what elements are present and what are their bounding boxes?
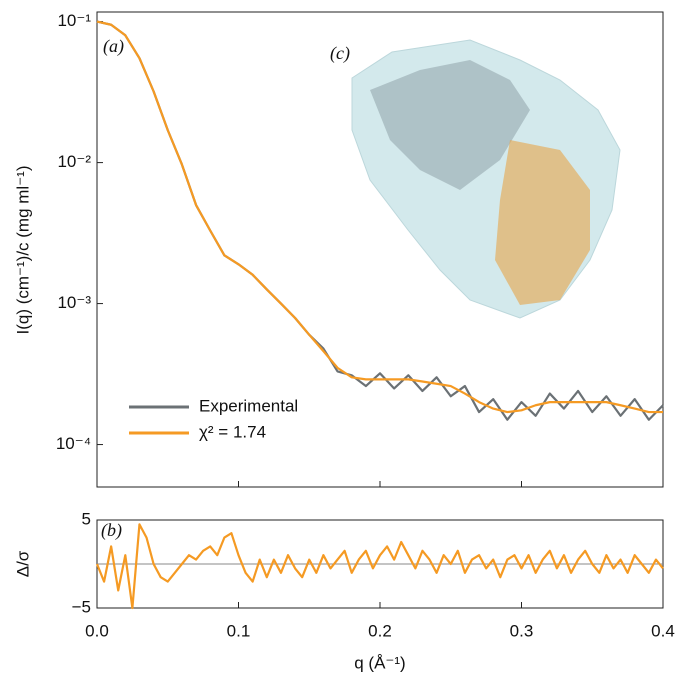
x-axis-label: q (Å⁻¹) [354,653,405,672]
y-axis-label: Δ/σ [13,550,32,577]
legend-label: Experimental [199,396,298,415]
y-tick-label: 10⁻² [57,152,91,171]
panel-label: (b) [101,520,122,541]
domain-orange [495,140,590,305]
x-tick-label: 0.0 [85,621,109,640]
data-line [95,523,664,610]
y-tick-label: 10⁻³ [57,293,91,312]
panel-label: (a) [103,36,124,57]
y-axis-label: I(q) (cm⁻¹)/c (mg ml⁻¹) [13,165,32,334]
legend-label: χ² = 1.74 [199,422,266,441]
x-tick-label: 0.3 [510,621,534,640]
data-line [96,20,663,414]
x-tick-label: 0.1 [227,621,251,640]
y-tick-label: −5 [72,597,91,616]
y-tick-label: 10⁻¹ [57,11,91,30]
y-tick-label: 5 [82,509,91,528]
structure-inset [351,39,621,319]
y-tick-label: 10⁻⁴ [56,434,91,453]
inset-label: (c) [330,43,350,64]
x-tick-label: 0.4 [651,621,675,640]
x-tick-label: 0.2 [368,621,392,640]
domain-grey [370,60,530,190]
